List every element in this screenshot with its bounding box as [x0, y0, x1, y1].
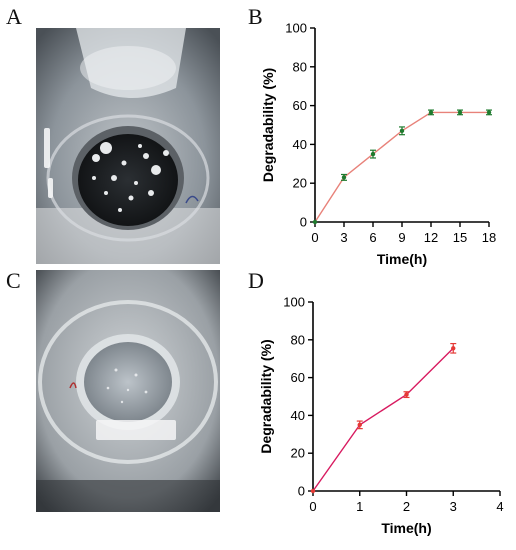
chart-b-y-tick-label: 60 [293, 98, 307, 113]
chart-d-x-tick-label: 2 [403, 499, 410, 514]
chart-d-x-tick-label: 4 [496, 499, 503, 514]
panel-label-a: A [6, 4, 22, 29]
chart-b-y-tick-label: 20 [293, 176, 307, 191]
chart-b-x-tick-label: 0 [311, 230, 318, 245]
chart-d-y-axis-label: Degradability (%) [258, 339, 274, 453]
chart-b-data-point [341, 175, 347, 180]
chart-d-data-point [451, 346, 456, 351]
chart-d-y-tick-label: 60 [291, 370, 305, 385]
chart-d-y-tick-label: 80 [291, 332, 305, 347]
panel-label-d: D [248, 268, 264, 293]
chart-d-y-tick-label: 20 [291, 446, 305, 461]
chart-b-x-tick-label: 3 [340, 230, 347, 245]
chart-b-data-point [428, 110, 434, 115]
chart-d-y-tick-label: 0 [298, 484, 305, 499]
panel-label-b: B [248, 4, 263, 29]
chart-b-x-tick-label: 6 [369, 230, 376, 245]
chart-b-data-point [312, 219, 318, 225]
chart-d-x-axis-label: Time(h) [381, 520, 431, 536]
chart-b-y-tick-label: 40 [293, 137, 307, 152]
chart-b-data-point [486, 110, 492, 115]
chart-d-series-line [312, 347, 454, 492]
chart-b-data-point [399, 128, 405, 134]
chart-d-data-point [310, 488, 316, 494]
chart-b-x-tick-label: 15 [453, 230, 467, 245]
chart-d-data-point [357, 422, 362, 428]
chart-b-y-tick-label: 100 [285, 21, 307, 36]
chart-b-x-tick-label: 9 [398, 230, 405, 245]
chart-d-y-tick-label: 40 [291, 408, 305, 423]
chart-b-x-tick-label: 18 [482, 230, 496, 245]
chart-d-data-point [404, 392, 409, 397]
panel-label-c: C [6, 268, 21, 293]
chart-d-x-tick-label: 1 [356, 499, 363, 514]
chart-b-data-point [370, 151, 376, 157]
chart-b-x-axis-label: Time(h) [377, 251, 427, 267]
photo-beaker-c [36, 270, 220, 512]
photo-beaker-a [36, 28, 220, 264]
chart-d-x-tick-label: 0 [309, 499, 316, 514]
chart-b-y-axis-label: Degradability (%) [260, 68, 276, 182]
chart-b-data-point [457, 110, 463, 115]
chart-b-x-tick-label: 12 [424, 230, 438, 245]
chart-b-y-tick-label: 80 [293, 59, 307, 74]
chart-d: 0 20 40 60 80 100 0 1 2 3 4 Time(h) Degradability (%… [258, 295, 504, 537]
chart-d-y-tick-label: 100 [283, 295, 305, 310]
chart-b: 0 20 40 60 80 100 0 3 6 9 12 15 18 Time(h) Degradabili… [260, 21, 496, 268]
chart-b-y-tick-label: 0 [300, 215, 307, 230]
chart-d-x-tick-label: 3 [450, 499, 457, 514]
